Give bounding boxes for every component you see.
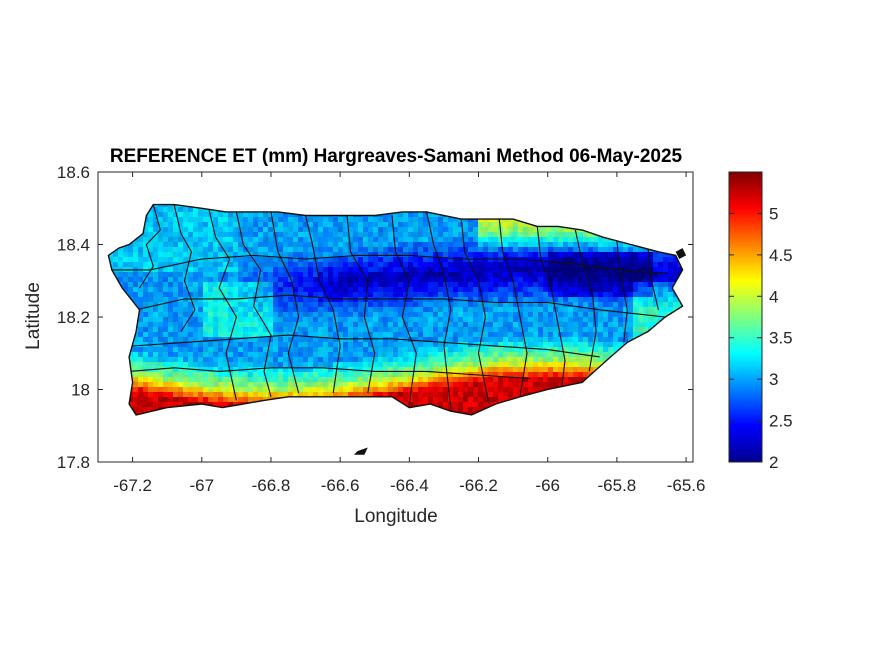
chart-title: REFERENCE ET (mm) Hargreaves-Samani Meth… xyxy=(110,146,683,167)
